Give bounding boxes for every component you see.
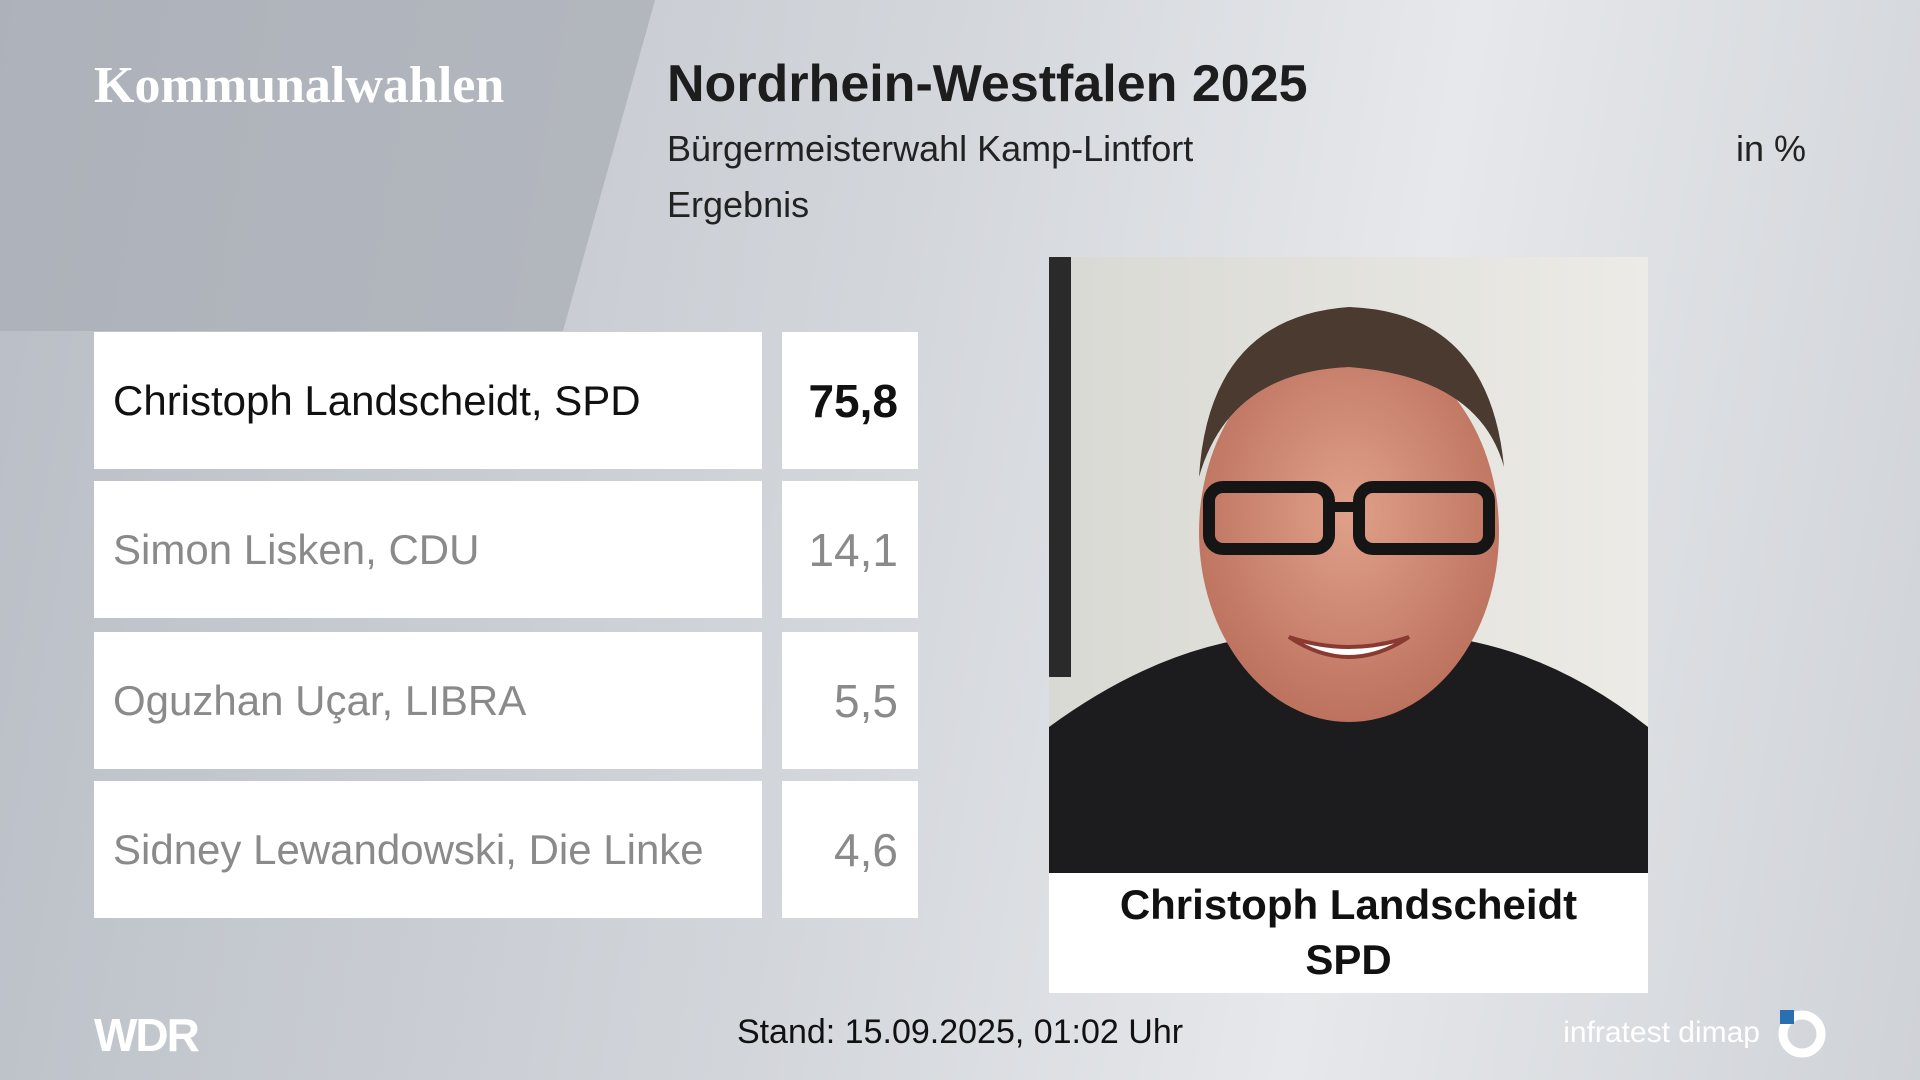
result-row: Oguzhan Uçar, LIBRA 5,5 [94, 632, 918, 769]
candidate-name: Christoph Landscheidt, SPD [94, 332, 762, 469]
result-row: Sidney Lewandowski, Die Linke 4,6 [94, 781, 918, 918]
photo-caption: Christoph Landscheidt SPD [1049, 873, 1648, 993]
winner-party: SPD [1305, 936, 1392, 983]
candidate-photo [1049, 257, 1648, 873]
vote-share: 75,8 [782, 332, 918, 469]
vote-share: 14,1 [782, 481, 918, 618]
vote-share: 5,5 [782, 632, 918, 769]
candidate-name: Simon Lisken, CDU [94, 481, 762, 618]
candidate-name: Sidney Lewandowski, Die Linke [94, 781, 762, 918]
source-logo-mark [1780, 1010, 1794, 1024]
subtitle: Bürgermeisterwahl Kamp-Lintfort [667, 128, 1194, 169]
result-row: Simon Lisken, CDU 14,1 [94, 481, 918, 618]
brand: Kommunalwahlen [94, 57, 505, 114]
broadcaster-logo: WDR [94, 1009, 200, 1061]
unit: in % [1735, 128, 1806, 169]
header-panel [0, 0, 655, 331]
source: infratest dimap [1563, 1016, 1760, 1049]
timestamp: Stand: 15.09.2025, 01:02 Uhr [736, 1013, 1184, 1051]
candidate-name: Oguzhan Uçar, LIBRA [94, 632, 762, 769]
status: Ergebnis [667, 184, 810, 225]
winner-name: Christoph Landscheidt [1119, 881, 1578, 928]
title: Nordrhein-Westfalen 2025 [667, 55, 1308, 113]
source-logo [1778, 1010, 1826, 1058]
result-row: Christoph Landscheidt, SPD 75,8 [94, 332, 918, 469]
vote-share: 4,6 [782, 781, 918, 918]
